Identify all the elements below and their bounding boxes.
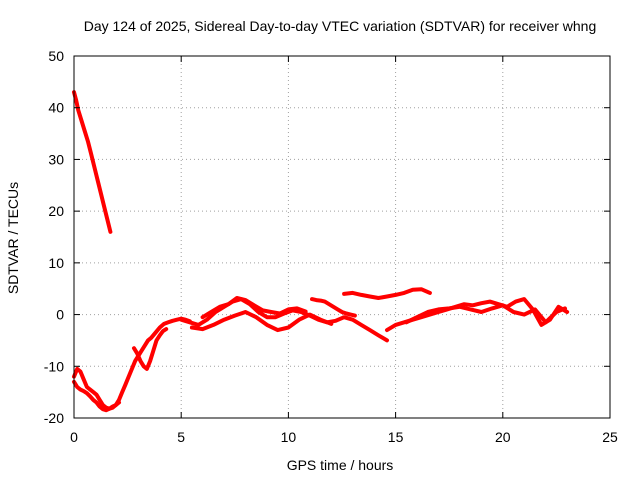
series-line-arc-4 (132, 327, 169, 371)
y-tick-labels: -20 -10 0 10 20 30 40 50 (44, 48, 64, 426)
x-tick-label: 5 (177, 429, 185, 445)
y-tick-label: 0 (56, 307, 64, 323)
chart-title: Day 124 of 2025, Sidereal Day-to-day VTE… (84, 18, 597, 34)
y-tick-label: 10 (48, 255, 64, 271)
series-line-arc-9 (342, 287, 432, 300)
y-tick-label: 40 (48, 100, 64, 116)
y-tick-label: -20 (44, 410, 64, 426)
series-line-arc-5 (179, 297, 389, 343)
y-tick-label: 20 (48, 203, 64, 219)
x-tick-label: 20 (495, 429, 511, 445)
x-tick-label: 15 (388, 429, 404, 445)
series-line-arc-7 (200, 296, 308, 320)
x-tick-label: 0 (70, 429, 78, 445)
y-tick-label: 30 (48, 151, 64, 167)
y-tick-label: 50 (48, 48, 64, 64)
series-line-arc-2 (72, 316, 192, 411)
series-line-arc-1 (72, 90, 113, 234)
plot-frame (73, 55, 611, 419)
x-tick-label: 10 (281, 429, 297, 445)
ticks-layer (73, 55, 611, 419)
series-line-arc-8 (310, 297, 357, 318)
x-tick-labels: 0 5 10 15 20 25 (70, 429, 618, 445)
series-line-arc-6 (189, 310, 334, 333)
x-tick-label: 25 (602, 429, 618, 445)
series-line-arc-3 (72, 379, 121, 413)
series-layer (72, 90, 570, 413)
y-tick-label: -10 (44, 358, 64, 374)
y-axis-label: SDTVAR / TECUs (5, 182, 21, 294)
x-axis-label: GPS time / hours (287, 457, 394, 473)
series-line-arc-11 (404, 303, 567, 325)
grid-layer (74, 56, 610, 418)
